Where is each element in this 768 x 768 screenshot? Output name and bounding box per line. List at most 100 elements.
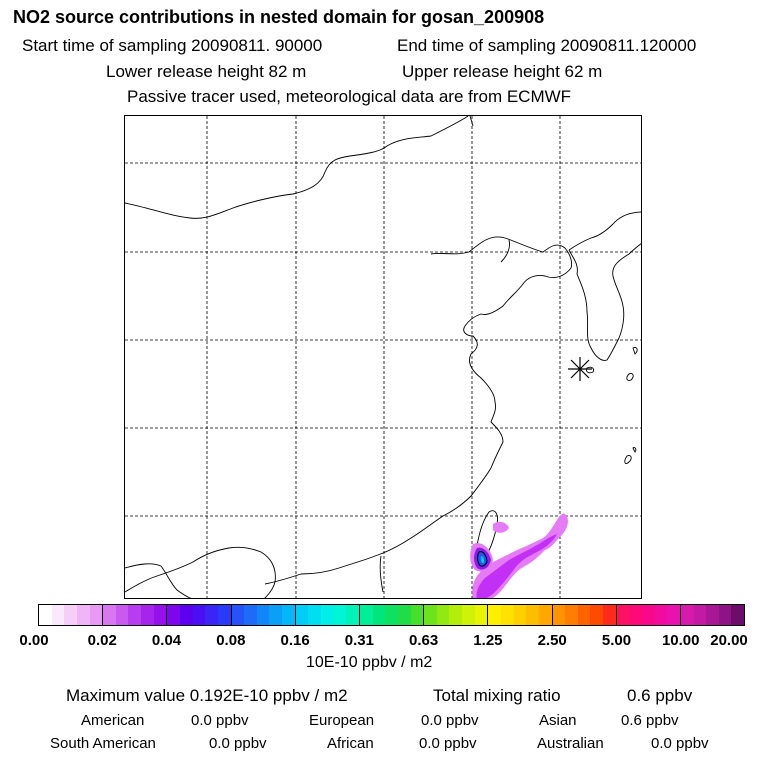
region-name: South American: [50, 735, 156, 752]
colorbar-swatch: [103, 605, 116, 625]
colorbar-swatch: [180, 605, 193, 625]
coast-bohai: [264, 236, 573, 585]
colorbar-unit: 10E-10 ppbv / m2: [306, 654, 433, 671]
colorbar-swatch: [346, 605, 359, 625]
colorbar-swatch: [321, 605, 334, 625]
colorbar-swatch: [693, 605, 707, 625]
colorbar-tick-label: 0.08: [216, 632, 246, 649]
colorbar-swatch: [244, 605, 257, 625]
colorbar: [38, 604, 745, 626]
asterisk-icon: [568, 357, 592, 381]
colorbar-swatch: [424, 605, 437, 625]
coast-korea: [568, 243, 641, 361]
island-japan1: [626, 373, 634, 381]
colorbar-swatch: [282, 605, 295, 625]
colorbar-swatch: [641, 605, 655, 625]
colorbar-tick-label: 0.00: [19, 632, 49, 649]
colorbar-swatch: [410, 605, 424, 625]
region-value: 0.0 ppbv: [209, 735, 267, 752]
colorbar-swatch: [590, 605, 604, 625]
total-mixing-value: 0.6 ppbv: [627, 686, 693, 705]
colorbar-swatch: [552, 605, 566, 625]
region-name: American: [81, 712, 145, 729]
colorbar-swatch: [128, 605, 142, 625]
map-panel: [124, 115, 642, 599]
colorbar-segment: [488, 605, 553, 625]
colorbar-swatch: [654, 605, 668, 625]
region-value: 0.6 ppbv: [621, 712, 679, 729]
colorbar-swatch: [192, 605, 206, 625]
region-value: 0.0 ppbv: [419, 735, 477, 752]
lower-release-height: Lower release height 82 m: [106, 62, 307, 81]
colorbar-swatch: [39, 605, 52, 625]
colorbar-swatch: [718, 605, 732, 625]
plume-patch-north: [493, 521, 509, 533]
colorbar-swatch: [256, 605, 270, 625]
colorbar-swatch: [474, 605, 488, 625]
colorbar-swatch: [526, 605, 539, 625]
colorbar-segment: [103, 605, 168, 625]
colorbar-segment: [552, 605, 617, 625]
upper-release-height: Upper release height 62 m: [402, 62, 603, 81]
map-canvas: [125, 116, 641, 598]
total-mixing-label: Total mixing ratio: [433, 686, 561, 705]
colorbar-swatch: [269, 605, 283, 625]
border-south: [125, 546, 276, 598]
region-name: European: [309, 712, 375, 729]
colorbar-swatch: [603, 605, 616, 625]
plume-hotspot-outline: [477, 551, 488, 567]
end-time-label: End time of sampling 20090811.120000: [397, 36, 697, 55]
colorbar-segment: [359, 605, 425, 625]
colorbar-swatch: [115, 605, 129, 625]
map-grid: [125, 116, 641, 598]
colorbar-tick-label: 1.25: [473, 632, 503, 649]
colorbar-swatch: [565, 605, 578, 625]
colorbar-tick-label: 0.31: [344, 632, 374, 649]
island-japan2: [632, 347, 638, 355]
colorbar-swatch: [76, 605, 90, 625]
border-inner: [500, 239, 510, 263]
region-name: Australian: [537, 735, 604, 752]
colorbar-swatch: [372, 605, 386, 625]
region-value: 0.0 ppbv: [651, 735, 709, 752]
border-mid: [379, 555, 384, 593]
colorbar-segment: [616, 605, 681, 625]
island-ryukyu2: [632, 447, 637, 453]
colorbar-swatch: [308, 605, 322, 625]
region-name: African: [327, 735, 374, 752]
colorbar-segment: [167, 605, 232, 625]
colorbar-swatch: [51, 605, 65, 625]
colorbar-tick-label: 0.63: [409, 632, 439, 649]
colorbar-swatch: [217, 605, 231, 625]
colorbar-swatch: [488, 605, 501, 625]
region-value: 0.0 ppbv: [191, 712, 249, 729]
colorbar-segment: [231, 605, 296, 625]
colorbar-swatch: [64, 605, 77, 625]
region-value: 0.0 ppbv: [421, 712, 479, 729]
colorbar-segment: [39, 605, 104, 625]
colorbar-swatch: [385, 605, 398, 625]
colorbar-tick-label: 5.00: [601, 632, 632, 649]
colorbar-segment: [295, 605, 360, 625]
colorbar-swatch: [680, 605, 694, 625]
colorbar-swatch: [153, 605, 167, 625]
colorbar-swatch: [359, 605, 373, 625]
island-ryukyu1: [624, 455, 632, 465]
colorbar-swatch: [577, 605, 591, 625]
colorbar-tick-label: 0.04: [151, 632, 182, 649]
colorbar-tick-label: 0.02: [87, 632, 117, 649]
start-time-label: Start time of sampling 20090811. 90000: [22, 36, 323, 55]
colorbar-swatch: [295, 605, 309, 625]
colorbar-swatch: [436, 605, 450, 625]
colorbar-swatch: [449, 605, 463, 625]
border-sw: [125, 563, 192, 598]
colorbar-swatch: [513, 605, 527, 625]
colorbar-swatch: [667, 605, 680, 625]
plume-hotspot-green: [482, 558, 484, 562]
plume-mid: [476, 534, 557, 598]
colorbar-tick-label: 2.50: [537, 632, 567, 649]
border-north: [125, 116, 469, 219]
island-jeju: [586, 366, 594, 374]
colorbar-swatch: [333, 605, 347, 625]
coastlines: [125, 116, 641, 598]
